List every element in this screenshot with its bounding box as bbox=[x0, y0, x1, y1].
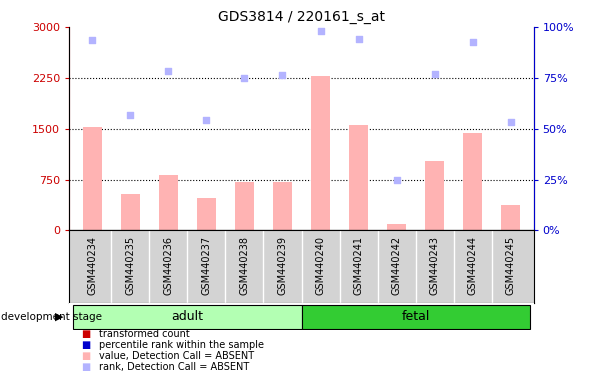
Text: GSM440240: GSM440240 bbox=[315, 236, 326, 295]
Bar bbox=[463, 133, 482, 230]
Text: ■: ■ bbox=[81, 362, 90, 372]
Text: GSM440234: GSM440234 bbox=[87, 236, 97, 295]
Bar bbox=[273, 182, 292, 230]
Point bbox=[125, 112, 135, 118]
Text: ■: ■ bbox=[81, 329, 90, 339]
Text: GSM440237: GSM440237 bbox=[201, 236, 212, 295]
Point bbox=[430, 71, 440, 78]
Bar bbox=[387, 223, 406, 230]
Bar bbox=[425, 161, 444, 230]
Text: ▶: ▶ bbox=[55, 312, 63, 322]
Point bbox=[201, 118, 211, 124]
Bar bbox=[501, 205, 520, 230]
Bar bbox=[311, 76, 330, 230]
Point bbox=[354, 36, 364, 42]
Bar bbox=[121, 194, 140, 230]
Text: GSM440241: GSM440241 bbox=[353, 236, 364, 295]
Bar bbox=[349, 124, 368, 230]
Point bbox=[316, 28, 326, 34]
Point bbox=[468, 40, 478, 46]
Text: GSM440242: GSM440242 bbox=[391, 236, 402, 295]
Text: GSM440236: GSM440236 bbox=[163, 236, 173, 295]
Bar bbox=[302, 305, 530, 329]
Text: value, Detection Call = ABSENT: value, Detection Call = ABSENT bbox=[99, 351, 254, 361]
Text: rank, Detection Call = ABSENT: rank, Detection Call = ABSENT bbox=[99, 362, 250, 372]
Text: GSM440239: GSM440239 bbox=[277, 236, 288, 295]
Text: fetal: fetal bbox=[402, 310, 430, 323]
Text: GSM440243: GSM440243 bbox=[430, 236, 440, 295]
Text: GSM440238: GSM440238 bbox=[239, 236, 250, 295]
Text: ■: ■ bbox=[81, 340, 90, 350]
Text: adult: adult bbox=[171, 310, 203, 323]
Bar bbox=[197, 198, 216, 230]
Point bbox=[277, 72, 287, 78]
Bar bbox=[73, 305, 302, 329]
Text: development stage: development stage bbox=[1, 312, 102, 322]
Text: percentile rank within the sample: percentile rank within the sample bbox=[99, 340, 265, 350]
Text: GSM440245: GSM440245 bbox=[506, 236, 516, 295]
Bar bbox=[235, 182, 254, 230]
Title: GDS3814 / 220161_s_at: GDS3814 / 220161_s_at bbox=[218, 10, 385, 25]
Point bbox=[163, 68, 173, 74]
Point bbox=[239, 74, 249, 81]
Text: transformed count: transformed count bbox=[99, 329, 190, 339]
Point bbox=[87, 37, 97, 43]
Point bbox=[506, 119, 516, 125]
Text: ■: ■ bbox=[81, 351, 90, 361]
Point bbox=[392, 177, 402, 183]
Bar bbox=[83, 127, 102, 230]
Text: GSM440244: GSM440244 bbox=[468, 236, 478, 295]
Bar bbox=[159, 175, 178, 230]
Text: GSM440235: GSM440235 bbox=[125, 236, 135, 295]
